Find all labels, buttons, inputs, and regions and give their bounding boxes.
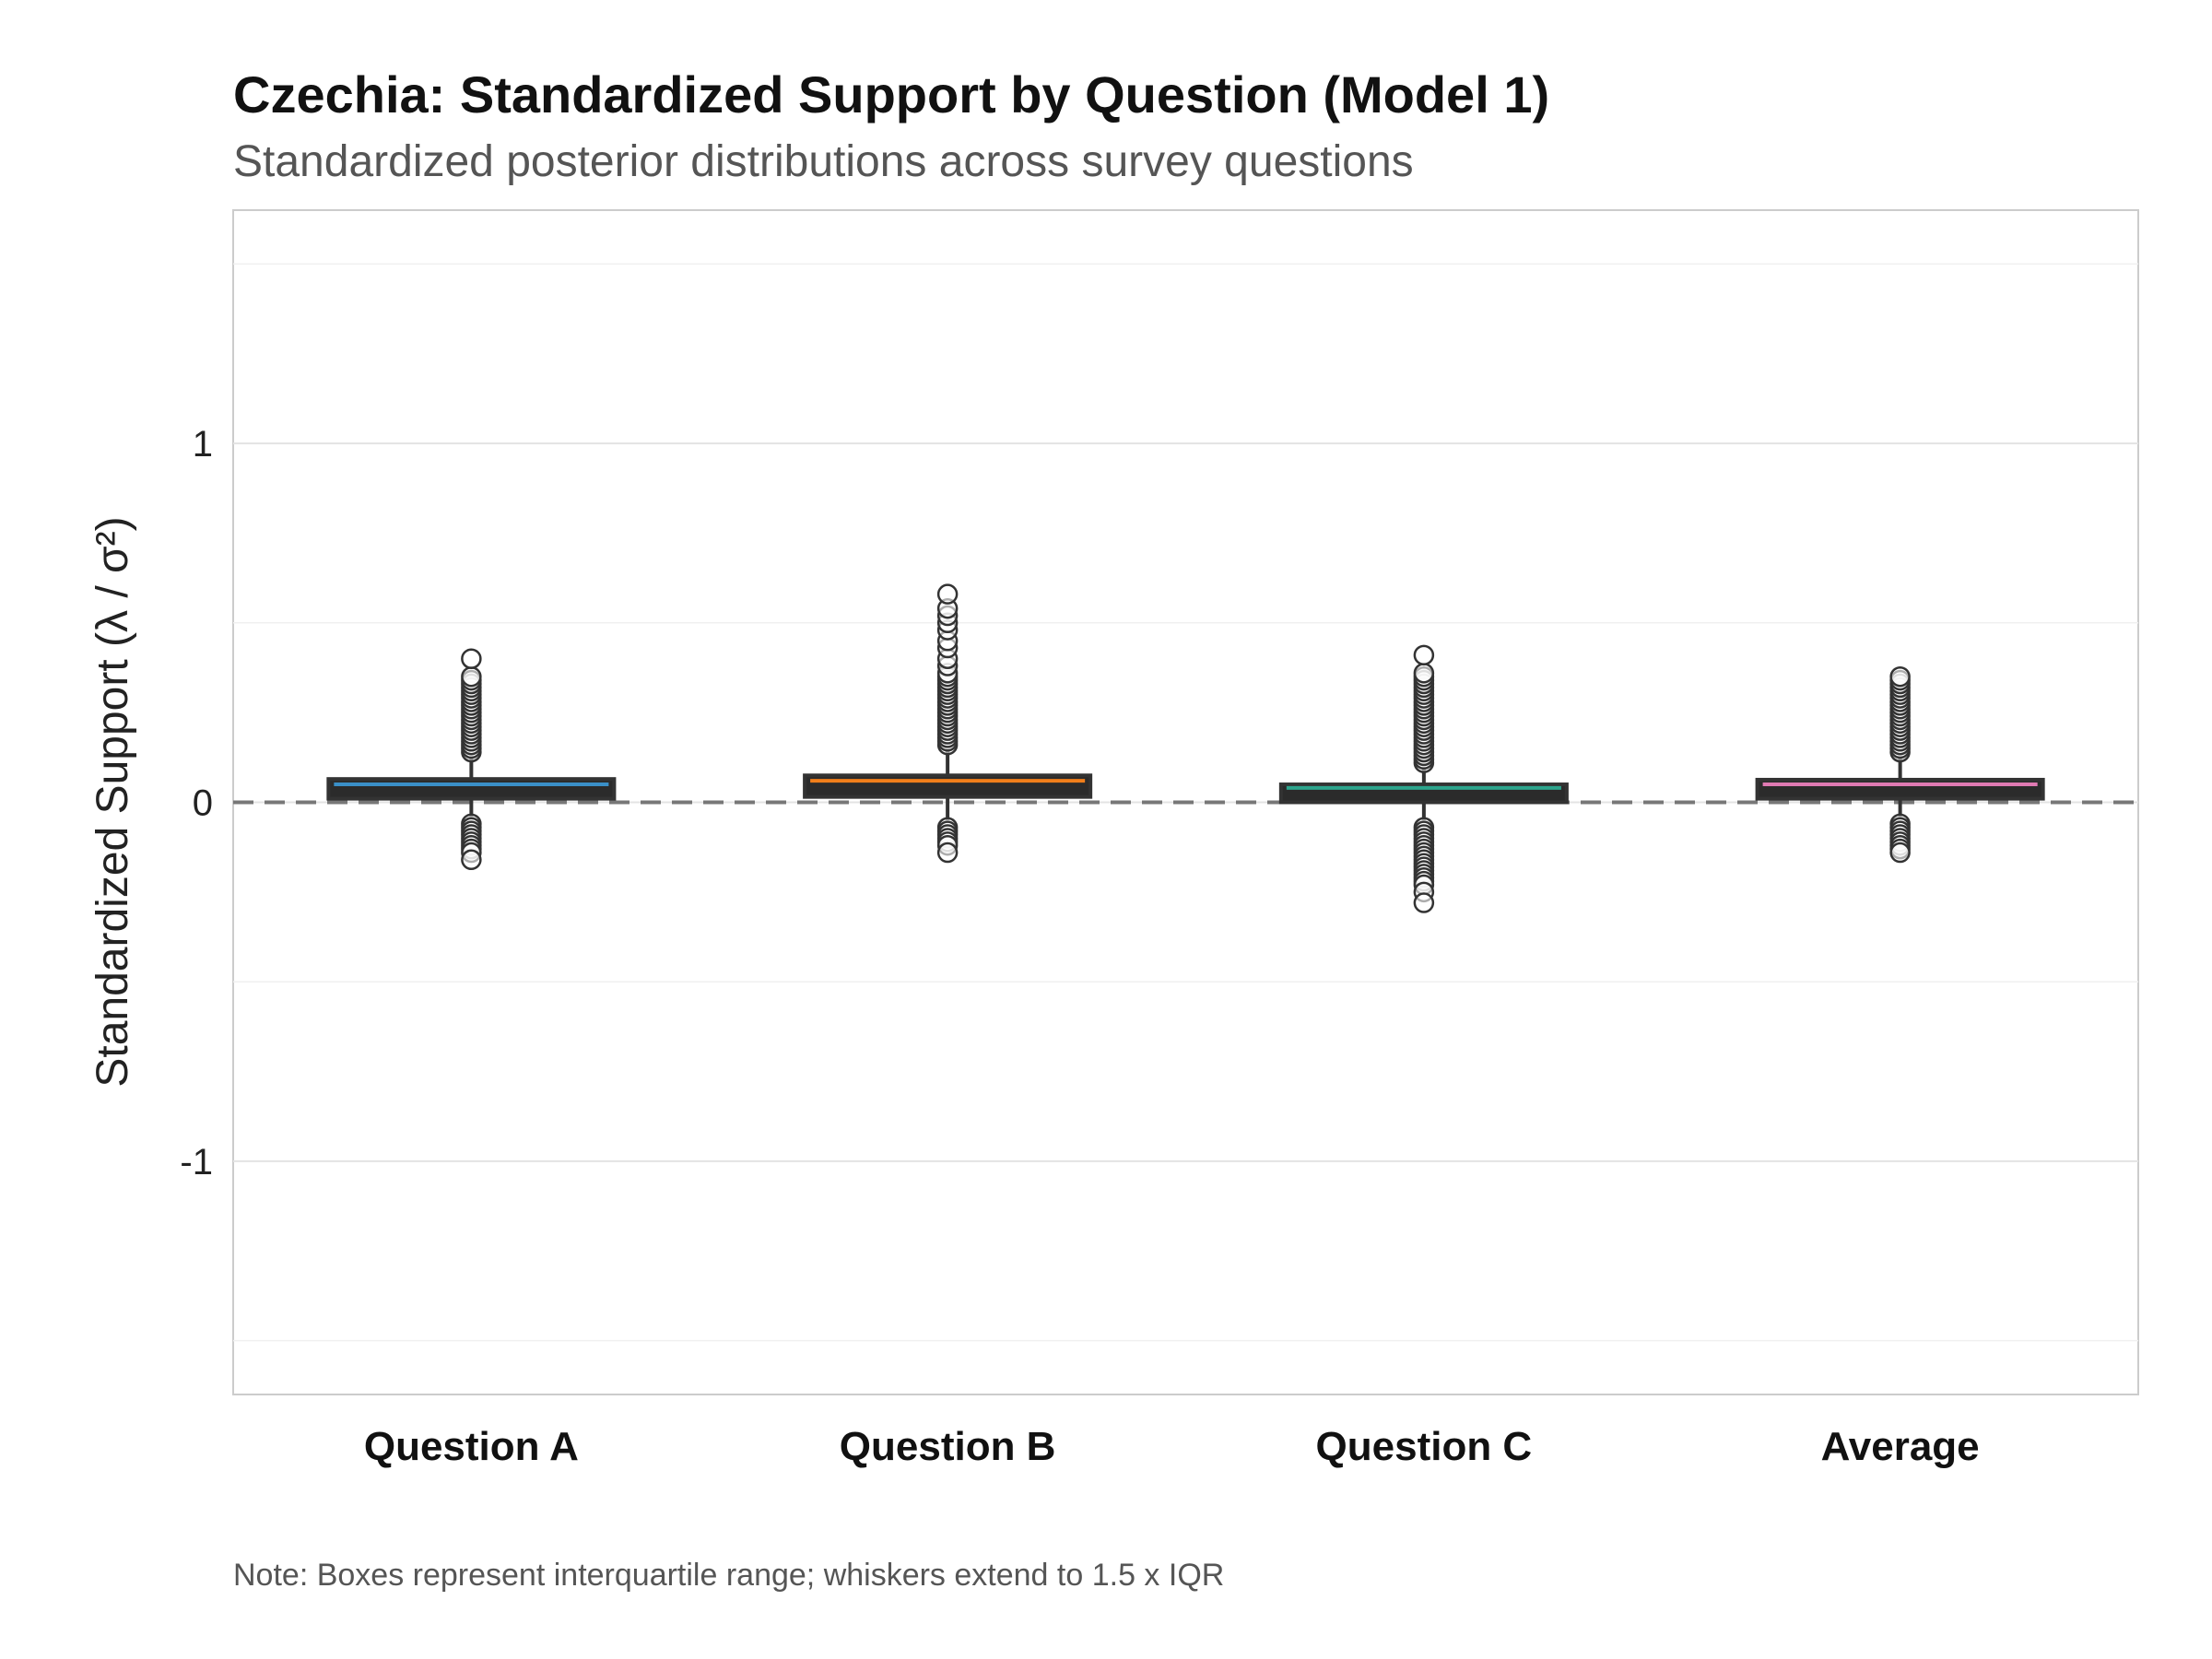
x-category-label: Average [1821, 1424, 1980, 1469]
outlier-point [936, 841, 959, 864]
chart-title: Czechia: Standardized Support by Questio… [233, 65, 1550, 124]
box-question-c [1278, 644, 1569, 913]
outlier-point [461, 648, 482, 669]
box-question-b [803, 583, 1093, 864]
x-category-label: Question C [1316, 1424, 1533, 1469]
x-axis-categories: Question A Question B Question C Average [364, 1424, 1980, 1469]
outlier-point [461, 665, 482, 688]
x-category-label: Question B [840, 1424, 1056, 1469]
box-question-a [326, 648, 617, 871]
y-tick-label: 0 [193, 783, 213, 824]
outlier-point [1413, 644, 1435, 666]
box-average [1755, 665, 2045, 864]
chart-subtitle: Standardized posterior distributions acr… [233, 137, 1414, 186]
y-axis-ticks: -1 0 1 [180, 424, 213, 1182]
outlier-point [1889, 841, 1911, 864]
outlier-point [1413, 663, 1435, 684]
iqr-box [326, 777, 617, 801]
outlier-point [461, 849, 482, 871]
y-tick-label: -1 [180, 1142, 213, 1182]
chart-note: Note: Boxes represent interquartile rang… [233, 1558, 1225, 1593]
y-tick-label: 1 [193, 424, 213, 465]
outlier-point [936, 583, 959, 605]
outlier-point [1889, 665, 1911, 688]
outlier-point [1413, 892, 1435, 913]
boxes [326, 583, 2045, 913]
y-axis-label: Standardized Support (λ / σ²) [88, 516, 137, 1087]
x-category-label: Question A [364, 1424, 579, 1469]
iqr-box [803, 773, 1093, 799]
